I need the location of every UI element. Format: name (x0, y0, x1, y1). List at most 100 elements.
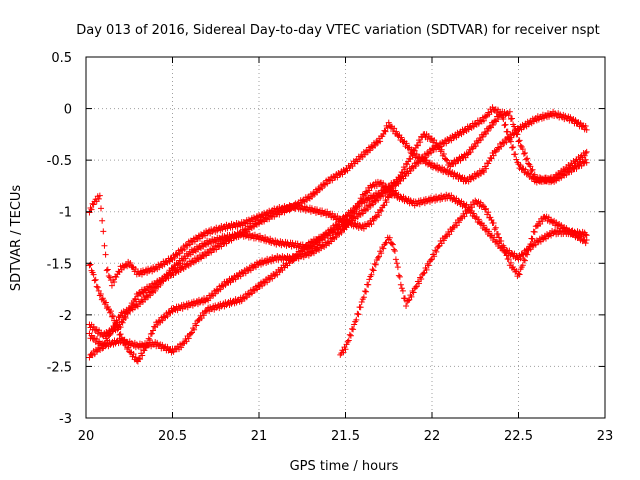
data-point-marker (502, 121, 509, 128)
x-tick-label: 21.5 (331, 429, 360, 444)
data-point-marker (396, 174, 403, 181)
data-point-marker (413, 142, 420, 149)
data-point-marker (338, 229, 345, 236)
data-point-marker (342, 346, 349, 353)
data-point-marker (361, 288, 368, 295)
data-point-marker (347, 332, 354, 339)
series-5 (86, 187, 400, 289)
data-point-marker (504, 128, 511, 135)
data-point-marker (479, 133, 486, 140)
data-point-marker (353, 316, 360, 323)
data-point-marker (416, 280, 423, 287)
data-point-marker (480, 222, 487, 229)
data-point-marker (480, 169, 487, 176)
data-point-marker (95, 195, 102, 202)
y-tick-label: -1.5 (47, 257, 72, 272)
data-point-marker (164, 271, 171, 278)
data-point-marker (326, 230, 333, 237)
data-point-marker (519, 146, 526, 153)
data-point-marker (374, 254, 381, 261)
data-point-marker (558, 174, 565, 181)
data-point-marker (407, 167, 414, 174)
data-point-marker (539, 218, 546, 225)
data-point-marker (498, 143, 505, 150)
data-point-marker (178, 344, 185, 351)
data-point-marker (244, 267, 251, 274)
data-point-marker (97, 205, 104, 212)
data-point-marker (106, 274, 113, 281)
data-point-marker (117, 331, 124, 338)
data-point-marker (361, 151, 368, 158)
data-point-marker (483, 113, 490, 120)
data-point-marker (472, 143, 479, 150)
data-point-marker (95, 287, 102, 294)
data-point-marker (200, 312, 207, 319)
data-point-marker (512, 268, 519, 275)
data-point-marker (146, 337, 153, 344)
data-point-marker (321, 234, 328, 241)
data-point-marker (391, 125, 398, 132)
data-point-marker (523, 156, 530, 163)
data-point-marker (398, 169, 405, 176)
data-point-marker (506, 108, 513, 115)
data-point-marker (582, 150, 589, 157)
y-tick-label: -2.5 (47, 360, 72, 375)
data-point-marker (483, 165, 490, 172)
data-point-marker (96, 192, 103, 199)
data-point-marker (451, 170, 458, 177)
data-point-marker (577, 120, 584, 127)
series-4 (86, 178, 590, 365)
data-point-marker (145, 335, 152, 342)
data-point-marker (524, 170, 531, 177)
data-point-marker (508, 134, 515, 141)
data-point-marker (100, 228, 107, 235)
data-point-marker (553, 219, 560, 226)
x-tick-label: 23 (597, 429, 614, 444)
data-point-marker (524, 155, 531, 162)
data-point-marker (420, 270, 427, 277)
data-point-marker (144, 341, 151, 348)
data-point-marker (101, 242, 108, 249)
data-point-marker (365, 281, 372, 288)
data-point-marker (200, 243, 207, 250)
data-point-marker (462, 154, 469, 161)
data-point-marker (407, 156, 414, 163)
data-point-marker (115, 268, 122, 275)
data-point-marker (467, 149, 474, 156)
data-point-marker (409, 163, 416, 170)
x-axis-label: GPS time / hours (290, 459, 399, 474)
data-point-marker (487, 214, 494, 221)
data-point-marker (509, 115, 516, 122)
data-point-marker (174, 261, 181, 268)
data-point-marker (563, 171, 570, 178)
data-point-marker (107, 308, 114, 315)
data-point-marker (485, 209, 492, 216)
data-point-marker (509, 144, 516, 151)
data-point-marker (410, 289, 417, 296)
data-point-marker (353, 206, 360, 213)
data-point-marker (477, 170, 484, 177)
data-point-marker (479, 202, 486, 209)
data-point-marker (425, 159, 432, 166)
data-point-marker (164, 313, 171, 320)
data-point-marker (331, 225, 338, 232)
data-point-marker (516, 271, 523, 278)
data-point-marker (197, 255, 204, 262)
data-point-marker (90, 271, 97, 278)
data-point-marker (102, 299, 109, 306)
data-point-marker (344, 338, 351, 345)
data-point-marker (582, 231, 589, 238)
data-point-marker (136, 301, 143, 308)
data-point-marker (396, 273, 403, 280)
data-point-marker (238, 298, 245, 305)
data-point-marker (517, 255, 524, 262)
data-point-marker (114, 326, 121, 333)
data-point-marker (515, 270, 522, 277)
data-point-marker (341, 168, 348, 175)
data-point-marker (412, 283, 419, 290)
data-point-marker (512, 126, 519, 133)
data-point-marker (104, 303, 111, 310)
data-point-marker (350, 209, 357, 216)
data-point-marker (361, 206, 368, 213)
